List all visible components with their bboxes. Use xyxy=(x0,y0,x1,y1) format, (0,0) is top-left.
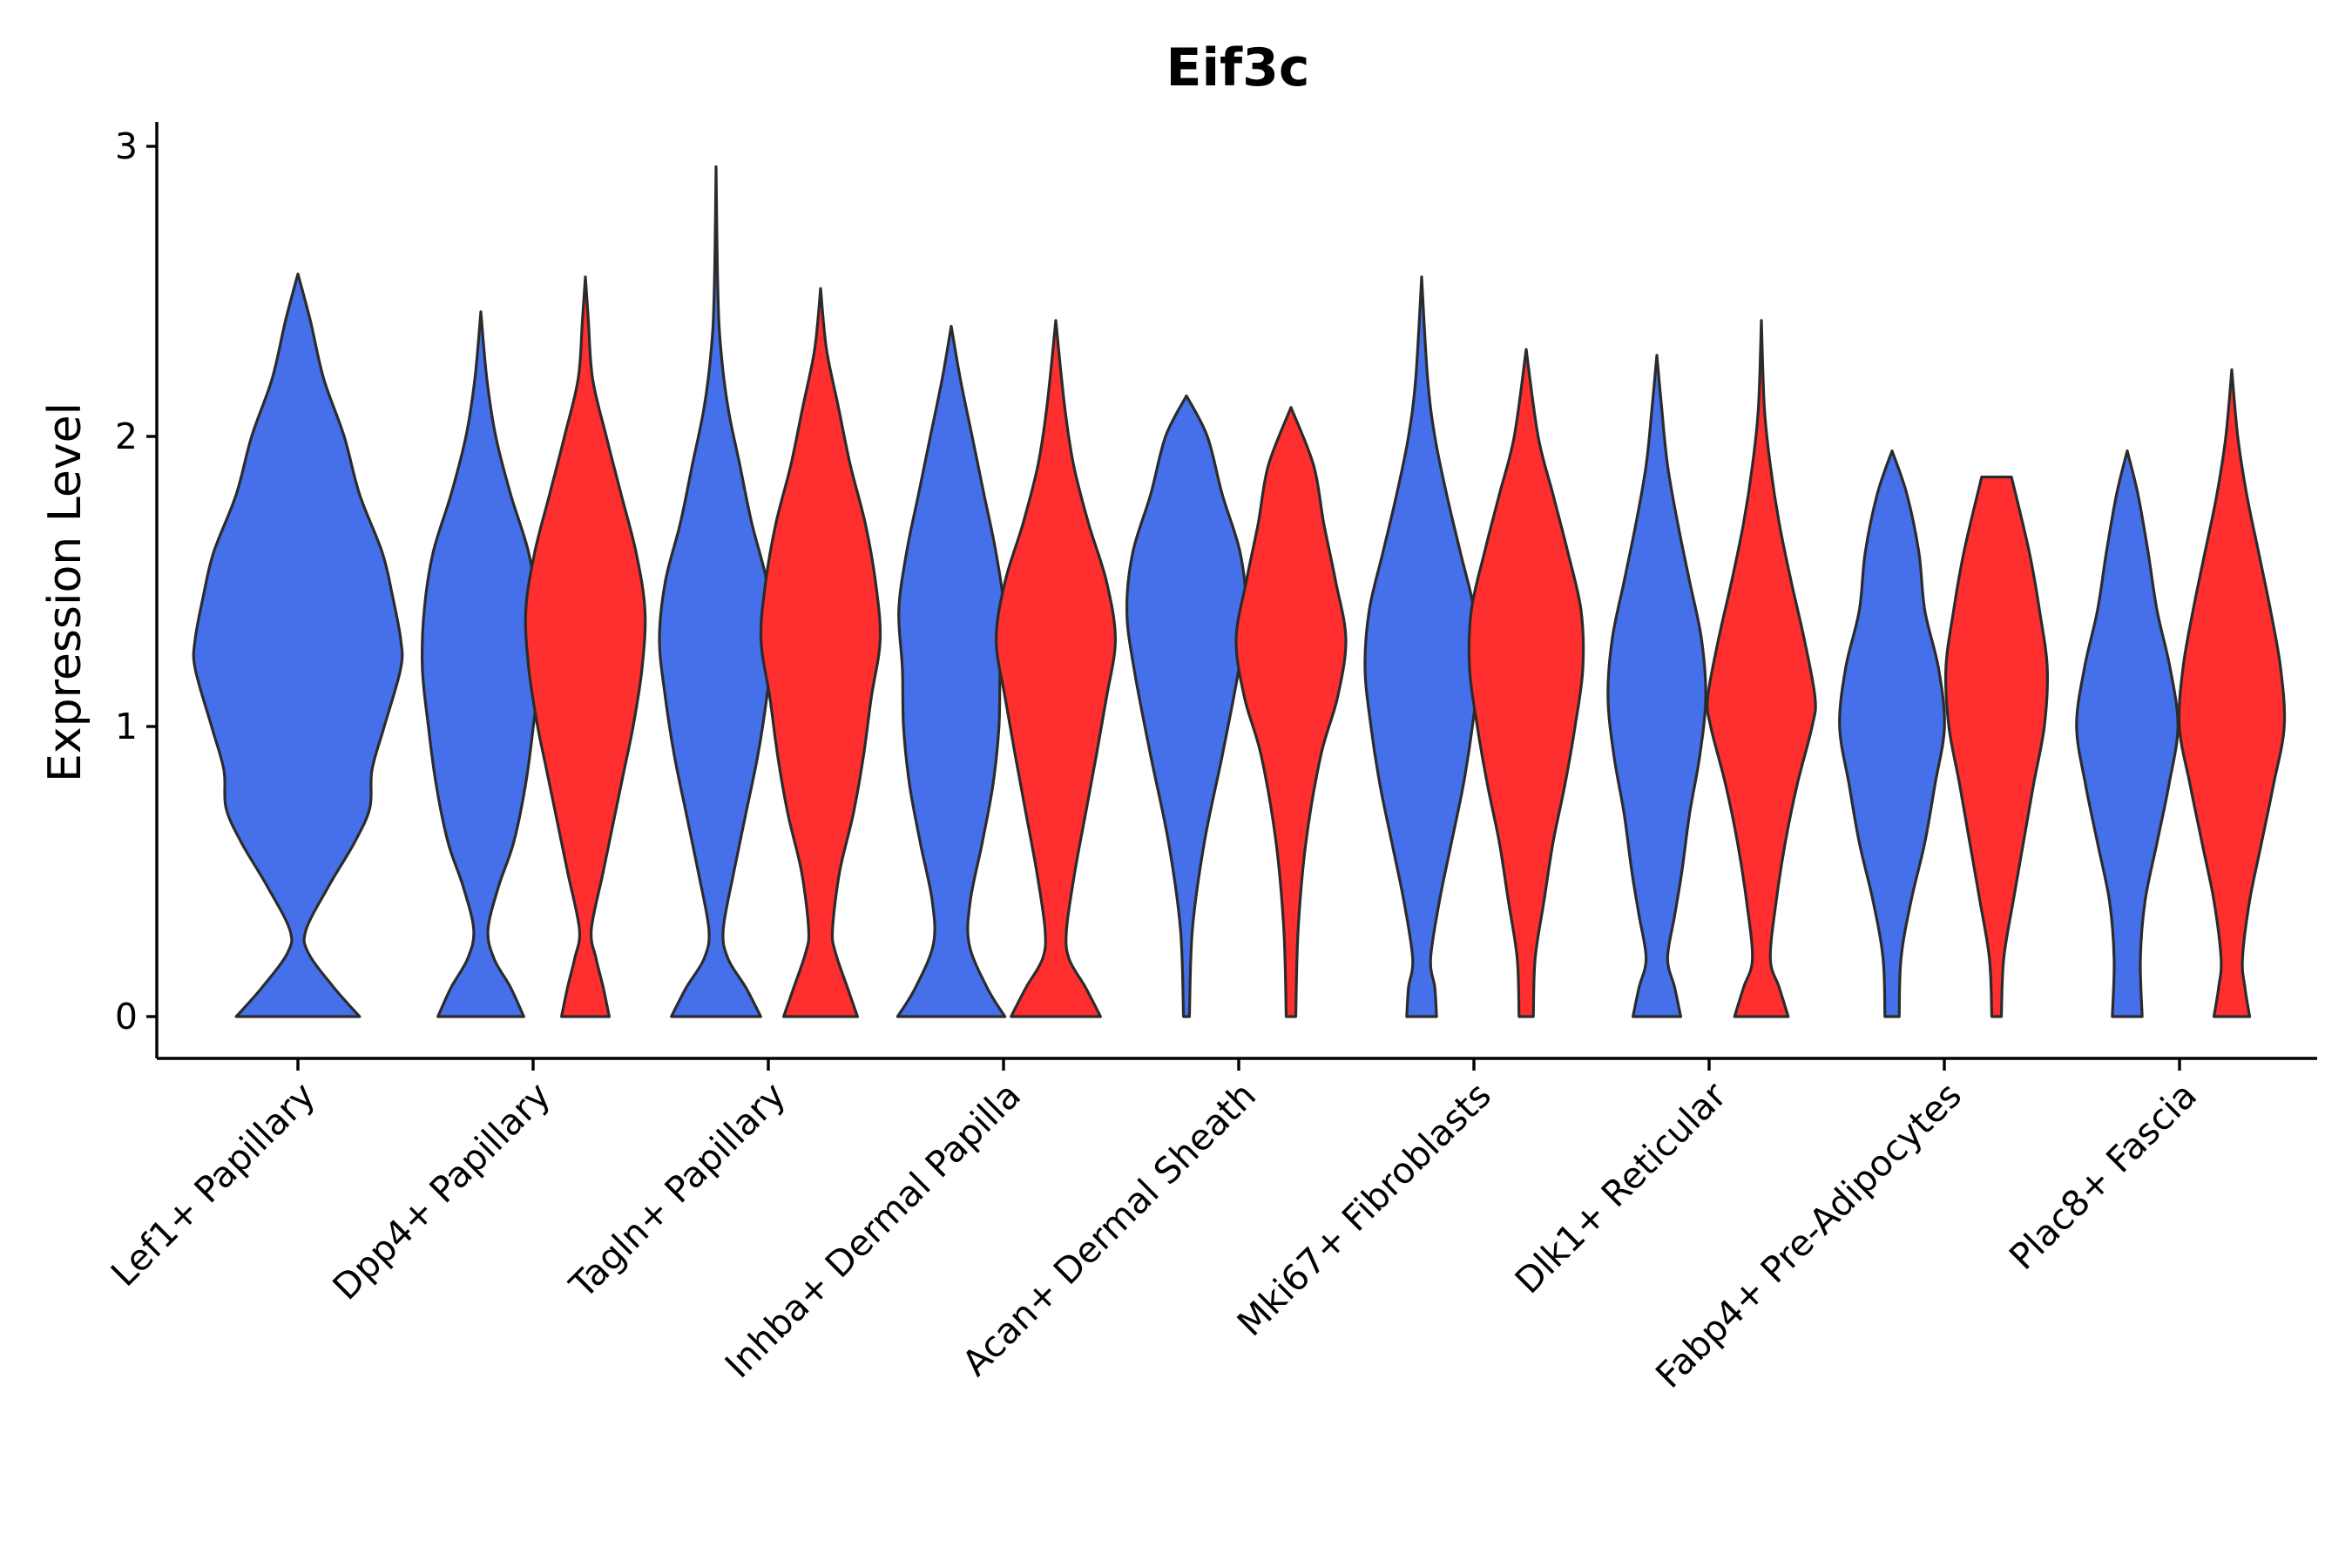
violin-mki67-fibroblasts-group-b xyxy=(1467,348,1585,1018)
violin-tagln-papillary-group-b xyxy=(759,287,882,1018)
y-tick-label-1: 1 xyxy=(115,706,138,747)
y-axis-label: Expression Level xyxy=(39,402,91,782)
violin-dpp4-papillary-group-a xyxy=(421,310,541,1018)
violin-dpp4-papillary-group-b xyxy=(524,275,647,1018)
violin-acan-dermal-sheath-group-b xyxy=(1234,406,1348,1018)
chart-title: Eif3c xyxy=(1166,37,1310,98)
violin-dlk1-reticular-group-b xyxy=(1706,319,1817,1018)
violin-tagln-papillary-group-a xyxy=(658,165,774,1018)
x-tick-label-dpp4-papillary: Dpp4+ Papillary xyxy=(325,1074,558,1308)
violins-layer xyxy=(192,165,2287,1018)
x-tick-label-plac8-fascia: Plac8+ Fascia xyxy=(2001,1074,2205,1278)
y-tick-label-3: 3 xyxy=(115,125,138,167)
violin-plac8-fascia-group-a xyxy=(2075,449,2180,1018)
violin-dlk1-reticular-group-a xyxy=(1606,354,1707,1018)
x-tick-label-lef1-papillary: Lef1+ Papillary xyxy=(103,1074,323,1294)
violin-plac8-fascia-group-b xyxy=(2177,368,2287,1018)
x-tick-label-mki67-fibroblasts: Mki67+ Fibroblasts xyxy=(1229,1074,1499,1344)
violin-fabp4-pre-adipocytes-group-a xyxy=(1838,449,1946,1018)
violin-inhba-dermal-papilla-group-a xyxy=(896,324,1007,1018)
violin-fabp4-pre-adipocytes-group-b xyxy=(1943,476,2050,1018)
y-tick-label-0: 0 xyxy=(115,996,138,1037)
y-tick-label-2: 2 xyxy=(115,416,138,457)
violin-inhba-dermal-papilla-group-b xyxy=(995,319,1117,1018)
x-tick-label-dlk1-reticular: Dlk1+ Reticular xyxy=(1507,1074,1734,1301)
violin-lef1-papillary-group-a xyxy=(192,272,404,1018)
violin-mki67-fibroblasts-group-a xyxy=(1363,275,1480,1018)
x-tick-label-tagln-papillary: Tagln+ Papillary xyxy=(561,1074,794,1307)
violin-acan-dermal-sheath-group-a xyxy=(1125,394,1248,1018)
